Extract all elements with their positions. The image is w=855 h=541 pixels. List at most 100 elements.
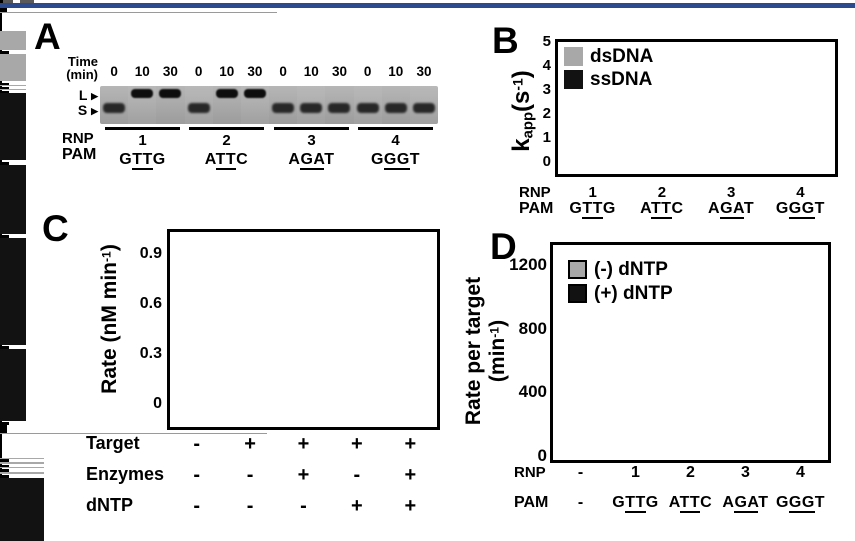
rnp-number: 3 (307, 131, 316, 149)
pam-underlined: GG (788, 200, 815, 219)
bar-rate-4 (0, 471, 44, 475)
y-tick-mark (0, 10, 7, 12)
legend-dsdna: dsDNA (564, 47, 653, 66)
panel-d-rnp-row-label: RNP (514, 464, 546, 481)
header-text-fragment (3, 0, 13, 3)
ylabel-line1: Rate per target (462, 276, 485, 426)
ylabel-text: k (508, 138, 535, 152)
plus-dntp-legend-label: (+) dNTP (594, 283, 673, 304)
gel-group-1: 1 GTTG (100, 127, 185, 170)
rnp-number: 4 (391, 131, 400, 149)
header-text-fragment (20, 0, 34, 3)
pam-letters: T (758, 494, 769, 511)
x-category-pam-2: GTTG (608, 494, 663, 513)
y-tick-label-0.9: 0.9 (139, 245, 162, 263)
minus-dntp-swatch (568, 260, 587, 279)
legend-plus-dntp: (+) dNTP (568, 284, 673, 303)
pam-post: G (152, 150, 166, 168)
panel-b-y-axis-label: kapp(s-1) (508, 36, 538, 186)
bar-dsdna-2 (0, 53, 26, 82)
panel-c-label: C (42, 208, 69, 249)
error-bar-cap (0, 422, 9, 425)
lane-time-label: 10 (303, 64, 319, 79)
pam-letters: G (602, 200, 616, 217)
pam-underlined: GG (788, 494, 815, 513)
gel-lane: 30 (325, 64, 353, 124)
x-category-enzymes-4: - (353, 464, 361, 486)
gel-band-S (300, 103, 323, 113)
ylabel-superscript: -1 (509, 78, 526, 91)
lane-time-label: 10 (219, 64, 235, 79)
pam-underlined: TT (679, 494, 701, 513)
error-bar-cap (0, 162, 9, 165)
error-bar-stem (0, 234, 2, 236)
pam-letters: T (814, 494, 826, 511)
dsdna-swatch (564, 47, 583, 66)
gel-band-L (243, 89, 266, 98)
pam-letters: C (700, 494, 713, 511)
y-tick-mark (0, 8, 7, 10)
panel-b-label: B (492, 20, 519, 61)
ylabel-superscript: -1 (487, 326, 502, 338)
x-category-enzymes-2: - (246, 464, 254, 486)
bar-ssdna-3 (0, 237, 26, 345)
panel-b-plot-box (555, 39, 838, 177)
y-tick-mark (0, 428, 7, 431)
gel-lane: 10 (382, 64, 410, 124)
x-category-target-4: + (351, 433, 363, 455)
gel-lane: 30 (409, 64, 439, 124)
x-category-rnp-1: 1 (588, 184, 597, 201)
gel-lane: 0 (269, 64, 297, 124)
x-tick-mark (0, 19, 2, 25)
bar-dsdna-4 (0, 89, 26, 91)
lane-time-label: 30 (162, 64, 178, 79)
pam-post: C (236, 150, 249, 168)
pam-letters: G (569, 200, 583, 217)
y-tick-label-0: 0 (537, 445, 547, 465)
lane-time-label: 0 (279, 64, 287, 79)
x-category-pam-1: GTTG (558, 200, 627, 219)
error-bar-stem (0, 474, 2, 476)
x-tick-mark (0, 13, 2, 19)
pam-sequence: GGGT (353, 150, 438, 170)
error-bar-cap (0, 459, 9, 462)
gel-lane: 0 (184, 64, 213, 124)
x-category-rnp-5: 4 (796, 464, 805, 481)
x-category-pam-1: - (577, 494, 584, 511)
error-bar-cap (0, 469, 9, 472)
panel-d-label: D (490, 226, 517, 267)
gel-band-L (131, 89, 154, 98)
bar-rate-3 (0, 467, 44, 469)
ylabel-text: (s (508, 90, 535, 112)
gel-band-L (215, 89, 238, 98)
error-bar-stem (0, 81, 2, 83)
bar-rate-2 (0, 461, 44, 464)
right-arrow-icon: ▶ (91, 106, 98, 116)
pam-underlined: GG (383, 150, 410, 170)
pam-pre: A (288, 150, 301, 168)
gel-lane: 30 (156, 64, 184, 124)
zero-baseline (0, 12, 277, 13)
pam-underlined: TT (215, 150, 237, 170)
gel-marker-S-text: S (77, 102, 88, 118)
x-category-rnp-3: 2 (686, 464, 695, 481)
gel-lane: 10 (128, 64, 157, 124)
gel-band-L (159, 89, 182, 98)
bar-ssdna-2 (0, 164, 26, 235)
x-category-target-2: + (244, 433, 256, 455)
dntp-row-label: dNTP (86, 495, 133, 515)
y-tick-label-0.6: 0.6 (139, 295, 162, 313)
pam-underlined: GA (734, 494, 759, 513)
lane-time-label: 30 (331, 64, 347, 79)
lane-time-label: 0 (110, 64, 118, 79)
time-label-line2: (min) (66, 67, 98, 82)
x-category-rnp-1: - (577, 464, 584, 481)
gel-band-S (328, 103, 351, 113)
ylabel-text: (min (486, 337, 510, 383)
gel-band-S (272, 103, 295, 113)
error-bar-stem (0, 160, 2, 163)
rnp-number: 2 (222, 131, 231, 149)
y-tick-label-2: 2 (542, 104, 551, 122)
bar-rate-5 (0, 477, 44, 541)
bar-dsdna-3 (0, 85, 26, 87)
